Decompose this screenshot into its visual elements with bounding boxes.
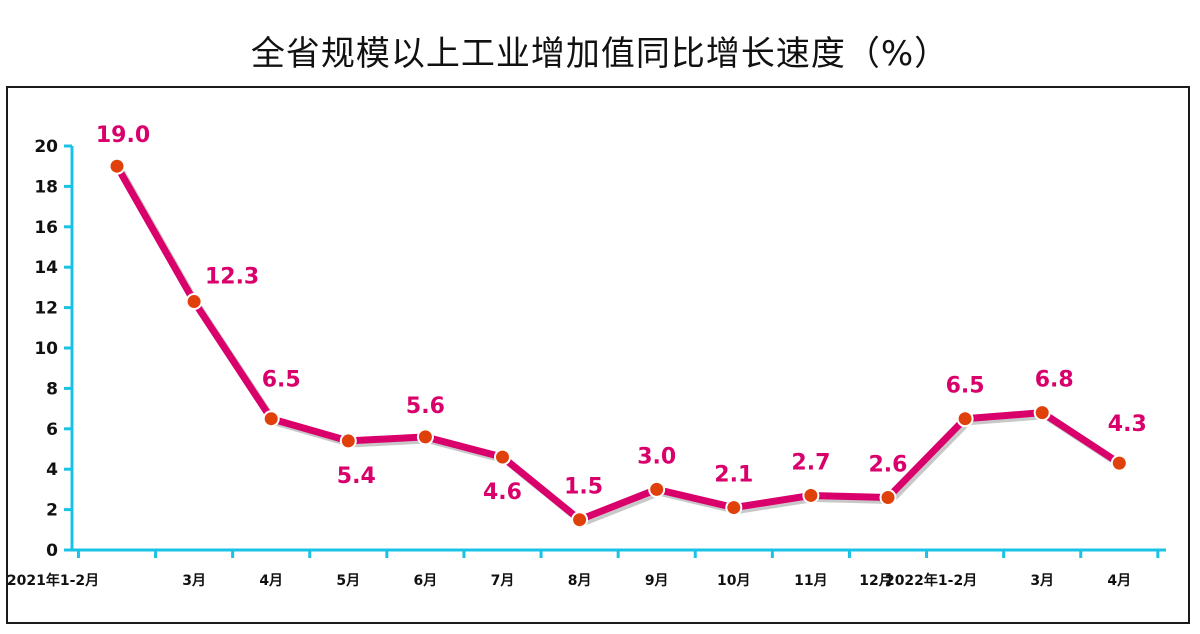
data-label: 19.0 <box>96 123 150 148</box>
x-category-label: 11月 <box>794 573 827 589</box>
data-label: 1.5 <box>564 475 603 500</box>
y-tick-label: 16 <box>34 218 58 238</box>
chart-frame <box>6 86 1190 624</box>
x-category-label: 8月 <box>568 573 592 589</box>
series-group <box>108 157 1128 529</box>
x-category-label: 6月 <box>414 573 438 589</box>
data-point <box>956 410 974 428</box>
y-tick-label: 10 <box>34 339 58 359</box>
data-label: 5.6 <box>406 394 445 419</box>
x-category-label: 9月 <box>645 573 669 589</box>
data-point <box>416 428 434 446</box>
data-point <box>185 293 203 311</box>
x-category-label: 4月 <box>259 573 283 589</box>
data-label: 12.3 <box>205 265 259 290</box>
data-point <box>339 432 357 450</box>
data-label: 4.6 <box>483 480 522 505</box>
x-category-label: 3月 <box>182 573 206 589</box>
x-category-label: 3月 <box>1030 573 1054 589</box>
data-label: 3.0 <box>637 444 676 469</box>
x-category-label: 5月 <box>336 573 360 589</box>
data-label: 6.8 <box>1035 368 1074 393</box>
x-category-label: 12月 <box>859 573 892 589</box>
x-category-label: 2022年1-2月 <box>885 572 977 589</box>
data-label: 2.7 <box>791 450 830 475</box>
series-line-shadow <box>116 167 1125 527</box>
y-tick-label: 4 <box>46 460 58 480</box>
data-point <box>262 410 280 428</box>
data-label: 6.5 <box>262 368 301 393</box>
y-tick-label: 8 <box>46 379 58 399</box>
chart-title: 全省规模以上工业增加值同比增长速度（%） <box>250 34 950 74</box>
data-point <box>108 157 126 175</box>
y-tick-label: 0 <box>46 541 58 561</box>
x-category-label: 2021年1-2月 <box>7 572 99 589</box>
data-point <box>571 511 589 529</box>
data-label: 4.3 <box>1108 412 1147 437</box>
data-point <box>648 480 666 498</box>
x-category-label: 4月 <box>1107 573 1131 589</box>
data-point <box>879 488 897 506</box>
data-label: 5.4 <box>337 464 376 489</box>
y-tick-label: 18 <box>34 177 58 197</box>
y-tick-label: 12 <box>34 299 58 319</box>
y-tick-label: 14 <box>34 258 58 278</box>
data-label: 2.6 <box>869 452 908 477</box>
x-category-label: 7月 <box>491 573 515 589</box>
data-point <box>802 486 820 504</box>
data-point <box>725 499 743 517</box>
series-line <box>113 162 1123 524</box>
data-label: 2.1 <box>714 463 753 488</box>
data-point <box>1033 404 1051 422</box>
data-point <box>1110 454 1128 472</box>
y-tick-label: 6 <box>46 420 58 440</box>
y-tick-label: 2 <box>46 501 58 521</box>
data-point <box>494 448 511 466</box>
axes: 0 2 4 6 8 10 12 14 16 18 20 2021年1-2月 3月 4月 5月 6月 7月 8月 9月… <box>7 137 1166 589</box>
labels-group: 19.0 12.3 6.5 5.4 5.6 4.6 1.5 3.0 2.1 2.7 2.6 6.5 6.… <box>96 123 1147 505</box>
y-tick-label: 20 <box>34 137 58 157</box>
x-category-label: 10月 <box>717 573 750 589</box>
data-label: 6.5 <box>946 374 985 399</box>
